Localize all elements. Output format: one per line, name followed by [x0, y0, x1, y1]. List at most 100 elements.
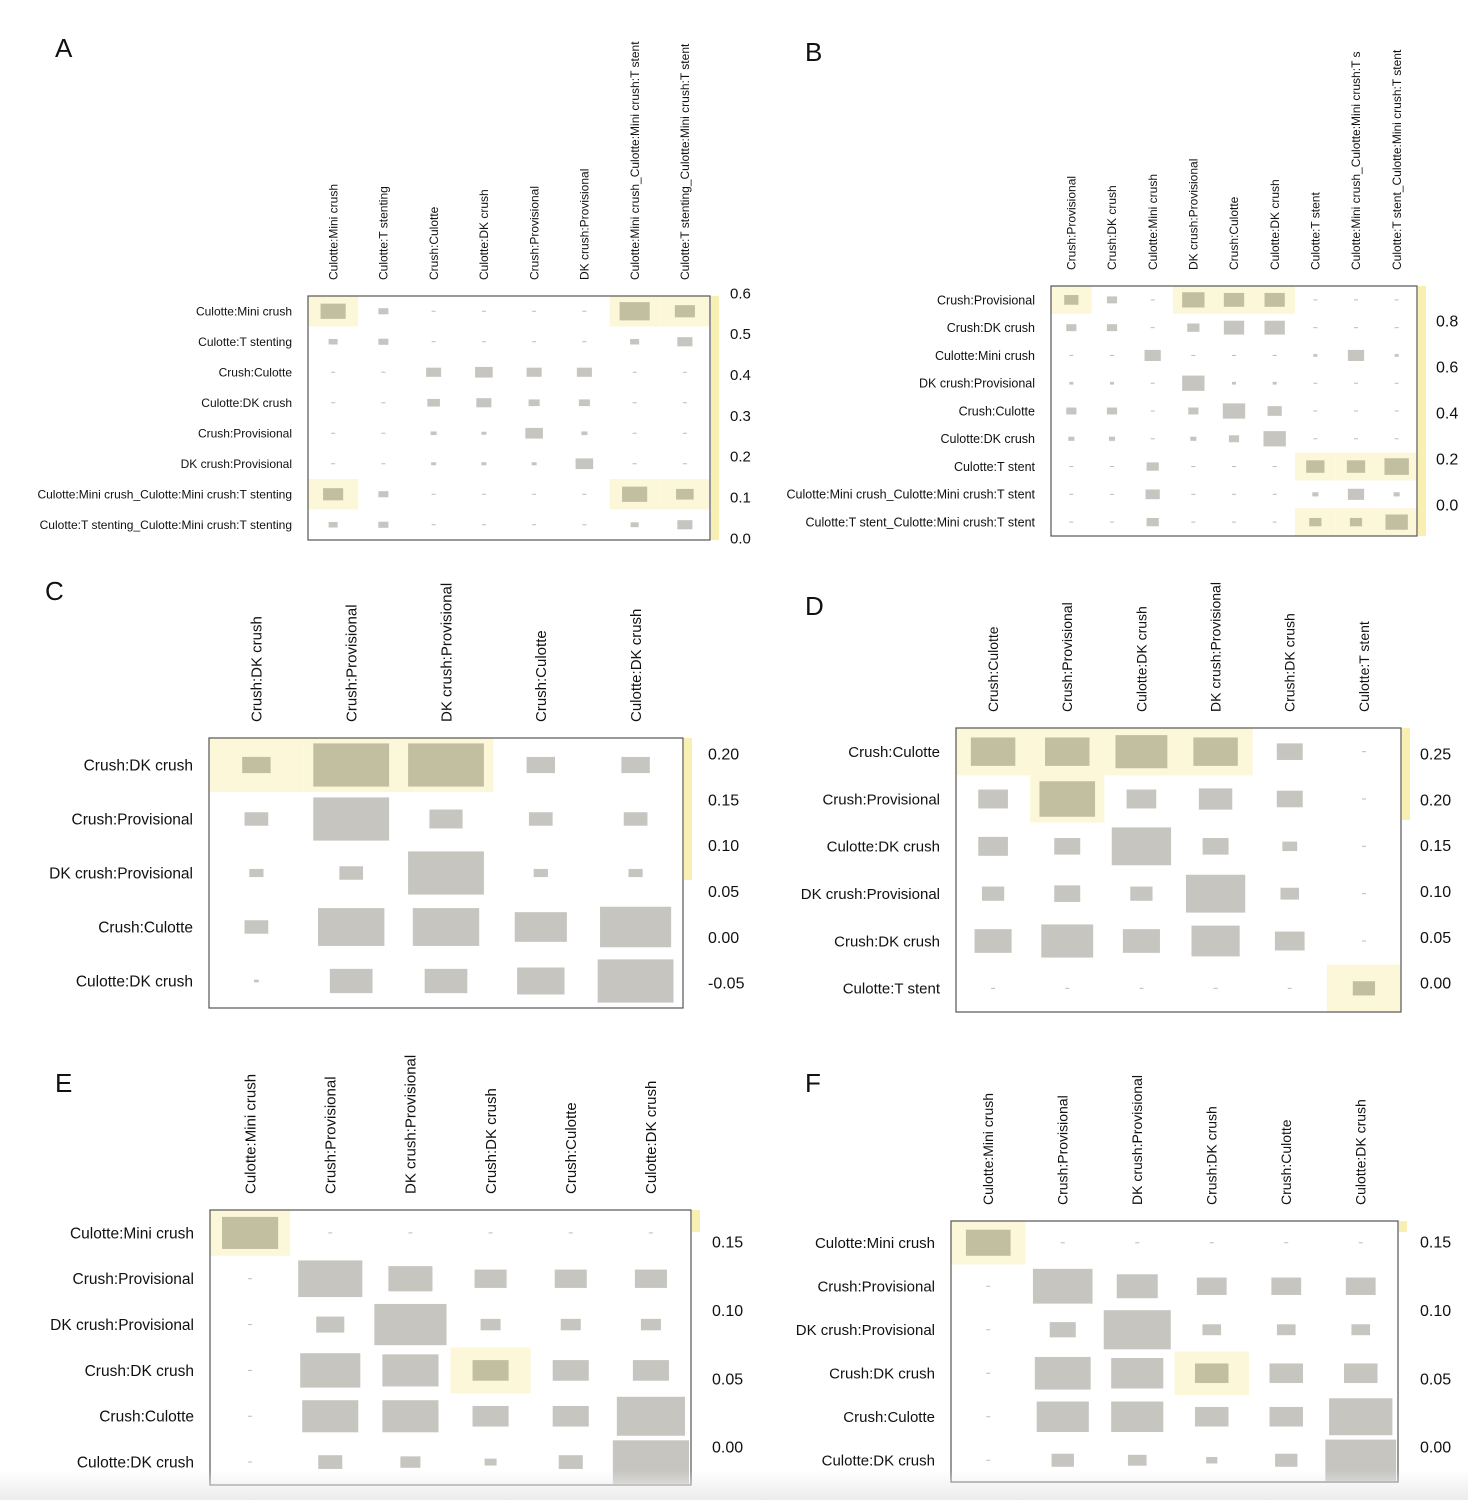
panel-b-cell: [1346, 460, 1366, 473]
panel-d-cell: [1122, 929, 1160, 953]
panel-d-cell: [1352, 981, 1376, 996]
panel-c-col-label: Culotte:DK crush: [628, 609, 645, 722]
panel-f-col-label: Crush:Culotte: [1278, 1119, 1294, 1205]
panel-c-cell: [621, 756, 650, 774]
panel-d-col-label: DK crush:Provisional: [1207, 582, 1223, 712]
panel-b-cell: [1228, 435, 1240, 443]
panel-c-cell: [249, 868, 264, 878]
panel-a-cell: [320, 303, 346, 319]
panel-d-cell: [1041, 924, 1094, 958]
panel-d-cell: [978, 789, 1008, 809]
panel-c-cell: [339, 866, 364, 880]
panel-e-cell: [298, 1260, 363, 1298]
panel-f-cell: [1127, 1454, 1147, 1466]
panel-b-cell: [1182, 375, 1205, 391]
panel-c-cell: [628, 868, 643, 878]
panel-d-cell: [1111, 827, 1172, 866]
panel-b-col-label: Crush:DK crush: [1105, 185, 1119, 270]
panel-e-cell: [552, 1405, 589, 1427]
panel-c-cell: [517, 967, 565, 995]
panel-a-cell: [430, 431, 437, 436]
panel-b-cell: [1109, 381, 1115, 385]
panel-a-col-label: DK crush:Provisional: [578, 169, 592, 280]
panel-f-colorbar-tick: 0.00: [1420, 1440, 1451, 1457]
panel-c-cell: [600, 906, 672, 948]
panel-c-cell: [429, 809, 463, 829]
panel-b-cell: [1066, 407, 1077, 415]
panel-b-cell: [1223, 320, 1245, 335]
panel-b-cell: [1146, 462, 1159, 471]
panel-f-cell: [1049, 1322, 1076, 1338]
panel-c-cell: [254, 979, 259, 983]
panel-d-col-label: Culotte:DK crush: [1133, 606, 1149, 712]
panel-f-cell: [1276, 1324, 1296, 1336]
panel-e-cell: [222, 1216, 279, 1249]
panel-f-cell: [965, 1229, 1011, 1256]
panel-f-cell: [1269, 1406, 1304, 1427]
panel-e-cell: [388, 1266, 433, 1292]
panel-a-cell: [526, 367, 542, 377]
panel-c-cell: [244, 812, 269, 826]
panel-c-cell: [313, 743, 390, 787]
panel-b-cell: [1145, 489, 1160, 500]
panel-a-cell: [576, 367, 592, 377]
panel-b-cell: [1106, 324, 1118, 332]
panel-f-colorbar: [1399, 1221, 1407, 1232]
panel-a-cell: [328, 522, 338, 528]
panel-f-row-label: DK crush:Provisional: [796, 1322, 935, 1339]
panel-e-col-label: Crush:Culotte: [563, 1102, 580, 1194]
panel-b-row-label: Culotte:T stent: [954, 460, 1036, 474]
panel-e-cell: [484, 1458, 497, 1466]
panel-f-cell: [1034, 1356, 1091, 1390]
panel-c-cell: [244, 920, 269, 934]
panel-d-cell: [1115, 735, 1168, 769]
panel-b-colorbar-tick: 0.8: [1436, 314, 1458, 331]
panel-e-cell: [300, 1353, 361, 1388]
panel-b-cell: [1146, 517, 1159, 527]
panel-c-colorbar-tick: 0.00: [708, 930, 739, 947]
panel-b-cell: [1190, 436, 1197, 441]
panel-f-col-label: Crush:DK crush: [1204, 1106, 1220, 1205]
panel-a-cell: [622, 486, 648, 502]
panel-f-cell: [1345, 1277, 1376, 1295]
panel-a-cell: [630, 339, 640, 345]
panel-c-cell: [408, 851, 484, 895]
panel-d-col-label: Crush:Culotte: [985, 626, 1001, 712]
panel-a-colorbar-tick: 0.2: [730, 449, 751, 466]
panel-b-col-label: DK crush:Provisional: [1187, 159, 1201, 270]
panel-c-cell: [318, 908, 385, 946]
panel-e-cell: [474, 1269, 507, 1288]
panel-a-colorbar-tick: 0.1: [730, 489, 751, 506]
panel-d-colorbar: [1402, 728, 1410, 820]
panel-d-frame: [955, 727, 1402, 1013]
panel-a-row-label: Culotte:T stenting_Culotte:Mini crush:T …: [40, 518, 292, 532]
panel-a-cell: [581, 431, 588, 436]
panel-a-colorbar: [711, 296, 719, 540]
panel-f-cell: [1194, 1406, 1229, 1427]
panel-d-row-label: Culotte:T stent: [843, 981, 941, 998]
panel-b-colorbar-tick: 0.2: [1436, 452, 1458, 469]
panel-d-cell: [1130, 886, 1153, 901]
panel-d-col-label: Crush:Provisional: [1059, 602, 1075, 712]
panel-e-colorbar: [692, 1210, 700, 1232]
panel-e-cell: [640, 1318, 661, 1331]
panel-e-cell: [318, 1455, 343, 1469]
panel-d-cell: [1191, 925, 1240, 957]
panel-b-row-label: DK crush:Provisional: [919, 377, 1035, 391]
panel-e-row-label: Culotte:DK crush: [77, 1455, 194, 1472]
panel-b-col-label: Crush:Provisional: [1065, 176, 1079, 270]
panel-c-cell: [526, 756, 556, 774]
panel-f-cell: [1275, 1453, 1298, 1467]
panel-e-row-label: Culotte:Mini crush: [70, 1225, 194, 1242]
panel-a-row-label: Culotte:DK crush: [201, 396, 292, 410]
panel-a-cell: [575, 458, 594, 470]
panel-b-row-label: Culotte:Mini crush: [935, 349, 1035, 363]
panel-b-cell: [1144, 349, 1161, 361]
panel-a-cell: [427, 398, 440, 407]
panel-a-cell: [481, 462, 487, 466]
panel-e-col-label: Culotte:Mini crush: [242, 1074, 259, 1194]
panel-e-row-label: Crush:Culotte: [99, 1409, 194, 1426]
panel-c-colorbar-tick: -0.05: [708, 976, 745, 993]
panel-a-cell: [531, 462, 537, 466]
